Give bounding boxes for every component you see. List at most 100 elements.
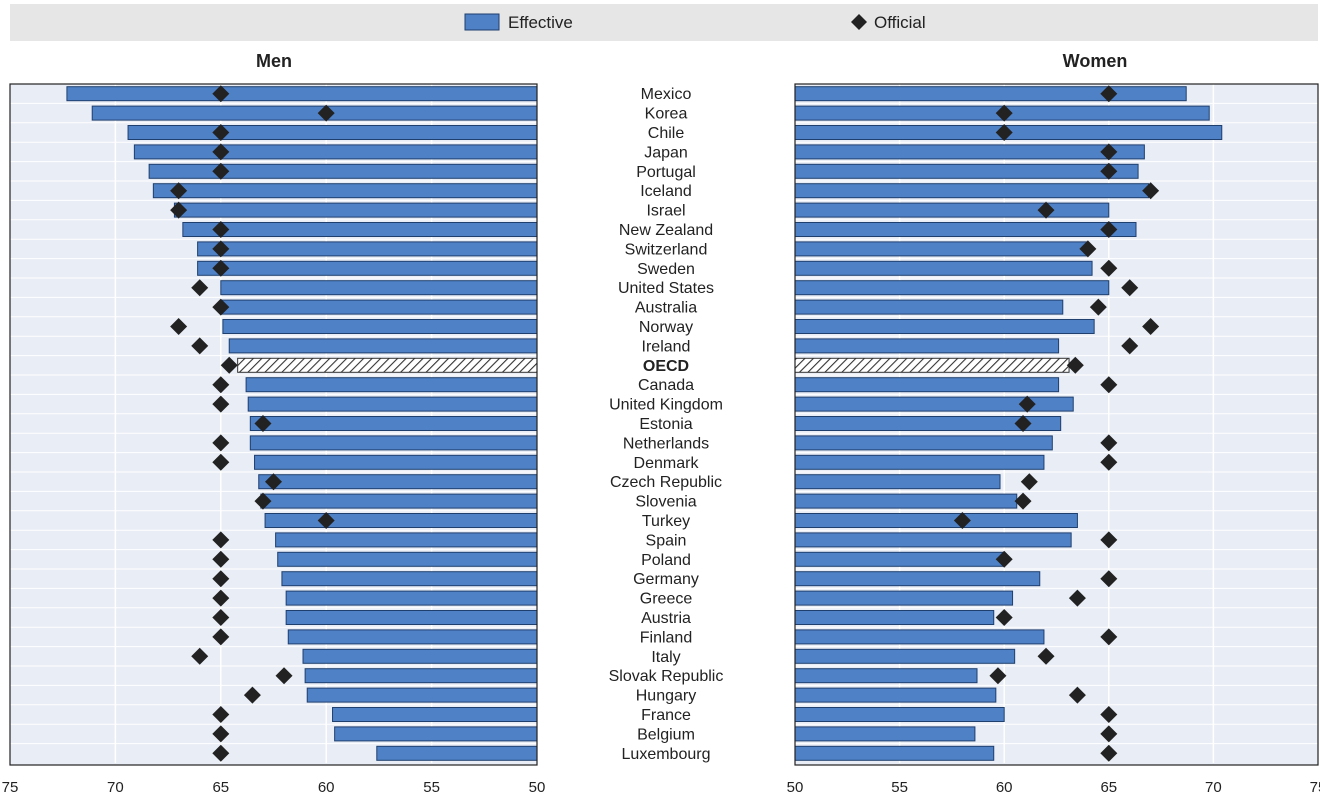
men-official-marker bbox=[220, 356, 238, 374]
men-official-marker bbox=[243, 686, 261, 704]
country-label: Canada bbox=[638, 377, 694, 394]
men-official-marker bbox=[212, 221, 230, 238]
men-tick-label: 55 bbox=[423, 779, 440, 795]
men-official-marker bbox=[212, 143, 230, 161]
women-official-marker bbox=[1089, 298, 1107, 316]
women-panel-title: Women bbox=[1063, 51, 1128, 71]
men-effective-bar bbox=[334, 726, 538, 742]
men-effective-bar bbox=[277, 551, 538, 567]
men-effective-bar bbox=[260, 493, 538, 509]
men-effective-bar bbox=[285, 590, 538, 606]
women-official-marker bbox=[1079, 240, 1097, 258]
men-tick-label: 60 bbox=[318, 779, 335, 795]
men-official-marker bbox=[212, 376, 230, 394]
men-effective-bar bbox=[332, 707, 538, 722]
women-official-marker bbox=[995, 609, 1013, 626]
women-plot-border bbox=[794, 83, 1319, 766]
men-official-marker bbox=[212, 531, 230, 549]
men-official-marker bbox=[212, 589, 230, 607]
women-effective-bar bbox=[794, 163, 1139, 179]
men-official-marker bbox=[212, 85, 230, 103]
women-official-marker bbox=[1037, 201, 1055, 219]
men-official-marker bbox=[212, 744, 230, 762]
legend-effective-swatch bbox=[464, 13, 500, 31]
women-tick-label: 55 bbox=[891, 779, 908, 795]
men-official-marker bbox=[275, 667, 293, 685]
country-label: United Kingdom bbox=[609, 397, 723, 414]
country-label: Portugal bbox=[636, 164, 696, 181]
country-label: Luxembourg bbox=[622, 746, 711, 763]
women-effective-bar bbox=[794, 571, 1041, 587]
men-effective-bar bbox=[228, 338, 538, 354]
women-effective-bar bbox=[794, 377, 1060, 393]
women-effective-bar bbox=[794, 280, 1110, 296]
men-tick-label: 75 bbox=[2, 779, 19, 795]
women-effective-bar bbox=[794, 454, 1045, 470]
legend-official-label: Official bbox=[874, 13, 926, 32]
women-effective-bar bbox=[794, 86, 1187, 102]
women-official-marker bbox=[1014, 492, 1032, 510]
legend-official-marker bbox=[851, 14, 867, 30]
women-official-marker bbox=[1100, 221, 1118, 238]
country-label: Turkey bbox=[642, 513, 690, 530]
country-label: Italy bbox=[651, 649, 680, 666]
country-label: Korea bbox=[645, 106, 688, 123]
country-label: Belgium bbox=[637, 726, 695, 743]
country-label: Netherlands bbox=[623, 435, 709, 452]
men-panel-title: Men bbox=[256, 51, 292, 71]
country-label: Switzerland bbox=[625, 241, 708, 258]
women-official-marker bbox=[1068, 686, 1086, 704]
men-effective-bar bbox=[304, 668, 538, 684]
men-effective-bar bbox=[148, 163, 538, 179]
country-label: Germany bbox=[633, 571, 699, 588]
country-label: United States bbox=[618, 280, 714, 297]
women-official-marker bbox=[995, 104, 1013, 122]
country-label: Chile bbox=[648, 125, 685, 142]
country-label: Sweden bbox=[637, 261, 695, 278]
women-tick-label: 70 bbox=[1205, 779, 1222, 795]
men-tick-label: 70 bbox=[107, 779, 124, 795]
men-effective-bar bbox=[66, 86, 538, 102]
women-effective-bar bbox=[794, 745, 995, 761]
women-effective-bar bbox=[794, 338, 1060, 354]
men-effective-bar bbox=[197, 241, 538, 257]
men-effective-bar bbox=[197, 260, 538, 276]
women-official-marker bbox=[1014, 415, 1032, 432]
women-effective-bar bbox=[794, 590, 1014, 606]
women-official-marker bbox=[1100, 744, 1118, 762]
men-official-marker bbox=[317, 104, 335, 122]
men-official-marker bbox=[212, 298, 230, 316]
men-effective-bar bbox=[222, 319, 538, 334]
women-official-marker bbox=[1100, 259, 1118, 277]
country-label: OECD bbox=[643, 358, 689, 375]
women-official-marker bbox=[1100, 725, 1118, 743]
men-official-marker bbox=[212, 628, 230, 646]
country-label: Finland bbox=[640, 629, 692, 646]
men-tick-label: 65 bbox=[212, 779, 229, 795]
men-official-marker bbox=[254, 492, 272, 510]
women-effective-bar bbox=[794, 513, 1078, 528]
women-effective-bar bbox=[794, 551, 1005, 567]
men-official-marker bbox=[212, 570, 230, 588]
country-label: Iceland bbox=[640, 183, 692, 200]
men-effective-bar bbox=[182, 222, 538, 237]
men-effective-bar bbox=[306, 687, 538, 703]
men-official-marker bbox=[212, 162, 230, 180]
women-effective-bar bbox=[794, 435, 1053, 451]
women-official-marker bbox=[1066, 356, 1084, 374]
men-effective-bar bbox=[249, 435, 538, 451]
country-label: Greece bbox=[640, 591, 693, 608]
men-effective-bar bbox=[376, 745, 538, 761]
country-label: Slovak Republic bbox=[609, 668, 724, 685]
women-official-marker bbox=[1018, 395, 1036, 413]
women-official-marker bbox=[995, 124, 1013, 141]
men-effective-bar bbox=[275, 532, 538, 548]
women-x-axis: 50 55 60 65 70 75 bbox=[787, 779, 1320, 795]
men-effective-bar bbox=[249, 416, 538, 431]
men-official-marker bbox=[212, 259, 230, 277]
men-effective-bar bbox=[258, 474, 538, 490]
men-official-marker bbox=[170, 201, 188, 219]
country-label: Australia bbox=[635, 300, 697, 317]
women-effective-bar bbox=[794, 493, 1018, 509]
